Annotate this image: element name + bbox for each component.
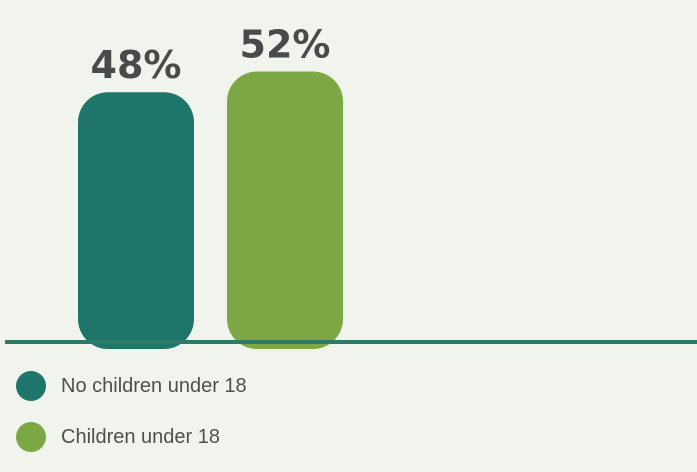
bar-children [227,71,343,349]
legend-swatch-icon [16,371,46,401]
legend-label: Children under 18 [61,425,220,448]
legend-item-children: Children under 18 [16,421,247,453]
bar-no-children [78,92,194,349]
legend-item-no-children: No children under 18 [16,370,247,402]
legend-swatch-icon [16,422,46,452]
x-axis-line [5,340,697,344]
legend: No children under 18 Children under 18 [16,370,247,472]
bar-value-label: 48% [91,43,182,87]
legend-label: No children under 18 [61,374,247,397]
bar-value-label: 52% [240,22,331,66]
bar-chart: 48% 52% [5,22,697,349]
